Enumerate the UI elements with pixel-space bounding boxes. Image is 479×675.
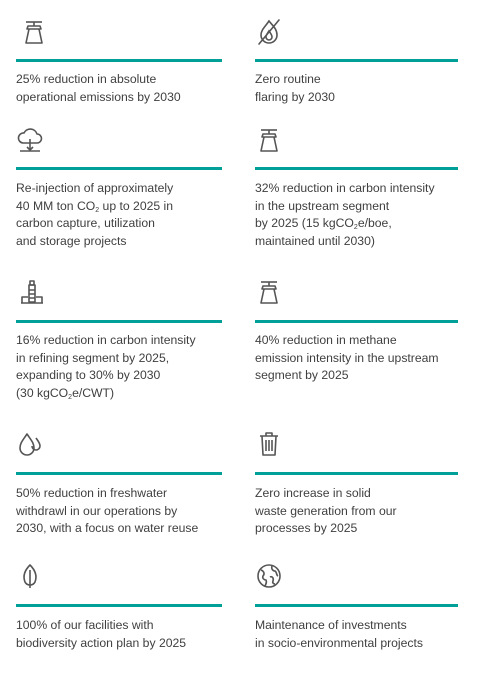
methane-chimney-icon — [255, 278, 283, 306]
goal-text: Maintenance of investments in socio-envi… — [255, 618, 423, 650]
goal-text: 50% reduction in freshwater withdrawl in… — [16, 486, 199, 535]
no-flame-icon — [255, 18, 283, 46]
goal-card-solid-waste: Zero increase in solid waste generation … — [255, 430, 458, 550]
goal-card-freshwater: 50% reduction in freshwater withdrawl in… — [16, 430, 222, 550]
goal-card-methane: 40% reduction in methane emission intens… — [255, 278, 458, 418]
goal-card-upstream-intensity: 32% reduction in carbon intensity in the… — [255, 126, 458, 266]
trash-bin-icon — [255, 430, 283, 458]
goal-card-absolute-emissions: 25% reduction in absolute operational em… — [16, 18, 222, 108]
goal-text: 16% reduction in carbon intensity in ref… — [16, 333, 196, 401]
leaf-icon — [16, 562, 44, 590]
goal-text: 100% of our facilities with biodiversity… — [16, 618, 187, 650]
goal-text: Re-injection of approximately 40 MM ton … — [16, 181, 174, 248]
goal-text: Zero routine flaring by 2030 — [255, 72, 335, 104]
globe-icon — [255, 562, 283, 590]
goal-text: 40% reduction in methane emission intens… — [255, 333, 439, 382]
goal-card-reinjection: Re-injection of approximately 40 MM ton … — [16, 126, 222, 266]
goal-text: Zero increase in solid waste generation … — [255, 486, 397, 535]
goal-text: 32% reduction in carbon intensity in the… — [255, 181, 435, 248]
chimney-icon — [255, 126, 283, 154]
cloud-injection-icon — [16, 126, 44, 154]
water-drops-icon — [16, 430, 44, 458]
refinery-tower-icon — [18, 278, 46, 306]
goal-card-refining-intensity: 16% reduction in carbon intensity in ref… — [16, 278, 222, 418]
goal-card-socio-environmental: Maintenance of investments in socio-envi… — [255, 562, 458, 662]
chimney-flare-icon — [20, 18, 48, 46]
goal-card-zero-flaring: Zero routine flaring by 2030 — [255, 18, 458, 108]
goal-text: 25% reduction in absolute operational em… — [16, 72, 181, 104]
goal-card-biodiversity: 100% of our facilities with biodiversity… — [16, 562, 222, 662]
